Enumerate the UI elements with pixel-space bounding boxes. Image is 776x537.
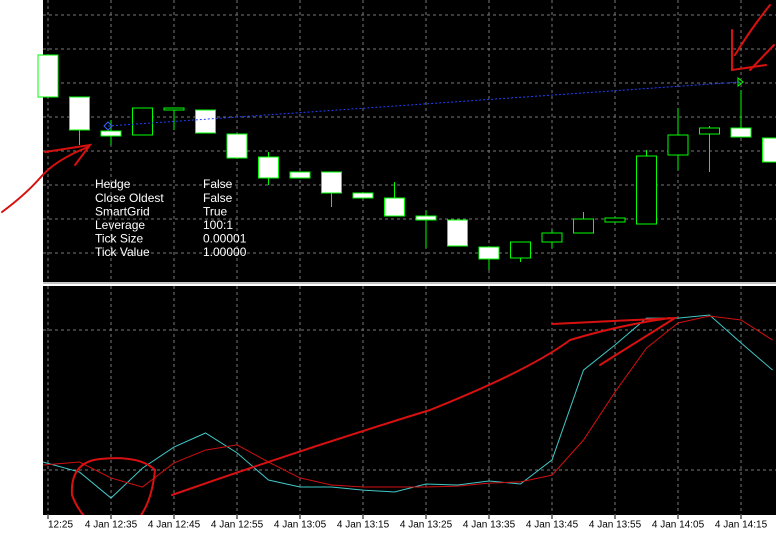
- candle-body: [100, 130, 122, 137]
- candle-body: [69, 96, 90, 131]
- x-tick-label: 4 Jan 12:55: [211, 520, 264, 531]
- info-label: Close Oldest: [95, 191, 164, 205]
- candle-body: [478, 246, 500, 260]
- x-tick-label: 4 Jan 13:25: [400, 520, 453, 531]
- annotation-stroke: [749, 44, 775, 71]
- info-label: SmartGrid: [95, 204, 150, 218]
- candle-body: [384, 197, 405, 217]
- candle-body: [730, 127, 752, 138]
- candle-body: [447, 219, 468, 247]
- candle-body: [541, 232, 563, 243]
- candle-body: [573, 218, 594, 234]
- annotation-arrow-head: [731, 29, 767, 72]
- annotation-arrow: [1, 146, 89, 213]
- x-tick-label: 4 Jan 13:35: [463, 520, 516, 531]
- marks: [37, 54, 776, 499]
- candle-body: [352, 192, 374, 199]
- x-tick-label: 4 Jan 12:45: [148, 520, 201, 531]
- candle-body: [762, 137, 776, 163]
- trade-line: [103, 76, 744, 131]
- candle-body: [226, 133, 248, 159]
- annotation-arrow: [734, 4, 771, 56]
- price-panel: [43, 0, 776, 282]
- candle-body: [163, 107, 185, 111]
- candle-body: [132, 107, 153, 136]
- annotations: [1, 4, 775, 535]
- info-value: False: [203, 177, 233, 191]
- candle-body: [258, 156, 279, 179]
- trade-line-path: [107, 81, 741, 127]
- x-axis-area: [43, 515, 776, 537]
- info-value: 1.00000: [203, 245, 247, 259]
- annotation-arrow-head: [551, 316, 679, 366]
- x-tick-label: 12:25: [48, 520, 73, 531]
- indicator-panel: [43, 286, 776, 515]
- candle-body: [289, 171, 311, 179]
- indicator-line: [42, 315, 773, 488]
- candle-body: [510, 241, 531, 259]
- candle-body: [415, 215, 437, 221]
- annotation-arrow-head: [44, 143, 93, 166]
- info-value: 0.00001: [203, 232, 247, 246]
- candle-body: [321, 171, 342, 194]
- info-value: False: [203, 191, 233, 205]
- candle-body: [636, 155, 657, 225]
- x-tick-label: 4 Jan 14:15: [715, 520, 768, 531]
- x-tick-label: 4 Jan 14:05: [652, 520, 705, 531]
- candle-body: [604, 217, 626, 223]
- candle-body: [195, 109, 216, 134]
- x-tick-label: 4 Jan 12:35: [85, 520, 138, 531]
- candle-body: [667, 134, 689, 156]
- x-tick-label: 4 Jan 13:45: [526, 520, 579, 531]
- info-label: Leverage: [95, 218, 145, 232]
- panel-separator: [43, 282, 776, 286]
- info-label: Tick Value: [95, 245, 150, 259]
- candle-body: [37, 54, 59, 98]
- trade-close-marker: [737, 76, 744, 88]
- x-tick-label: 4 Jan 13:05: [274, 520, 327, 531]
- info-label: Tick Size: [95, 232, 144, 246]
- x-tick-label: 4 Jan 13:55: [589, 520, 642, 531]
- annotation-arrow: [171, 317, 671, 496]
- info-value: True: [203, 204, 228, 218]
- info-panel: Hedge False Close Oldest False SmartGrid True…: [95, 177, 247, 259]
- info-label: Hedge: [95, 177, 131, 191]
- candle-body: [699, 127, 720, 135]
- trade-open-marker: [103, 121, 113, 131]
- indicator-line: [42, 314, 773, 499]
- x-tick-label: 4 Jan 13:15: [337, 520, 390, 531]
- info-value: 100:1: [203, 218, 233, 232]
- x-axis: 12:25 4 Jan 12:35 4 Jan 12:45 4 Jan 12:55 4 …: [47, 515, 768, 531]
